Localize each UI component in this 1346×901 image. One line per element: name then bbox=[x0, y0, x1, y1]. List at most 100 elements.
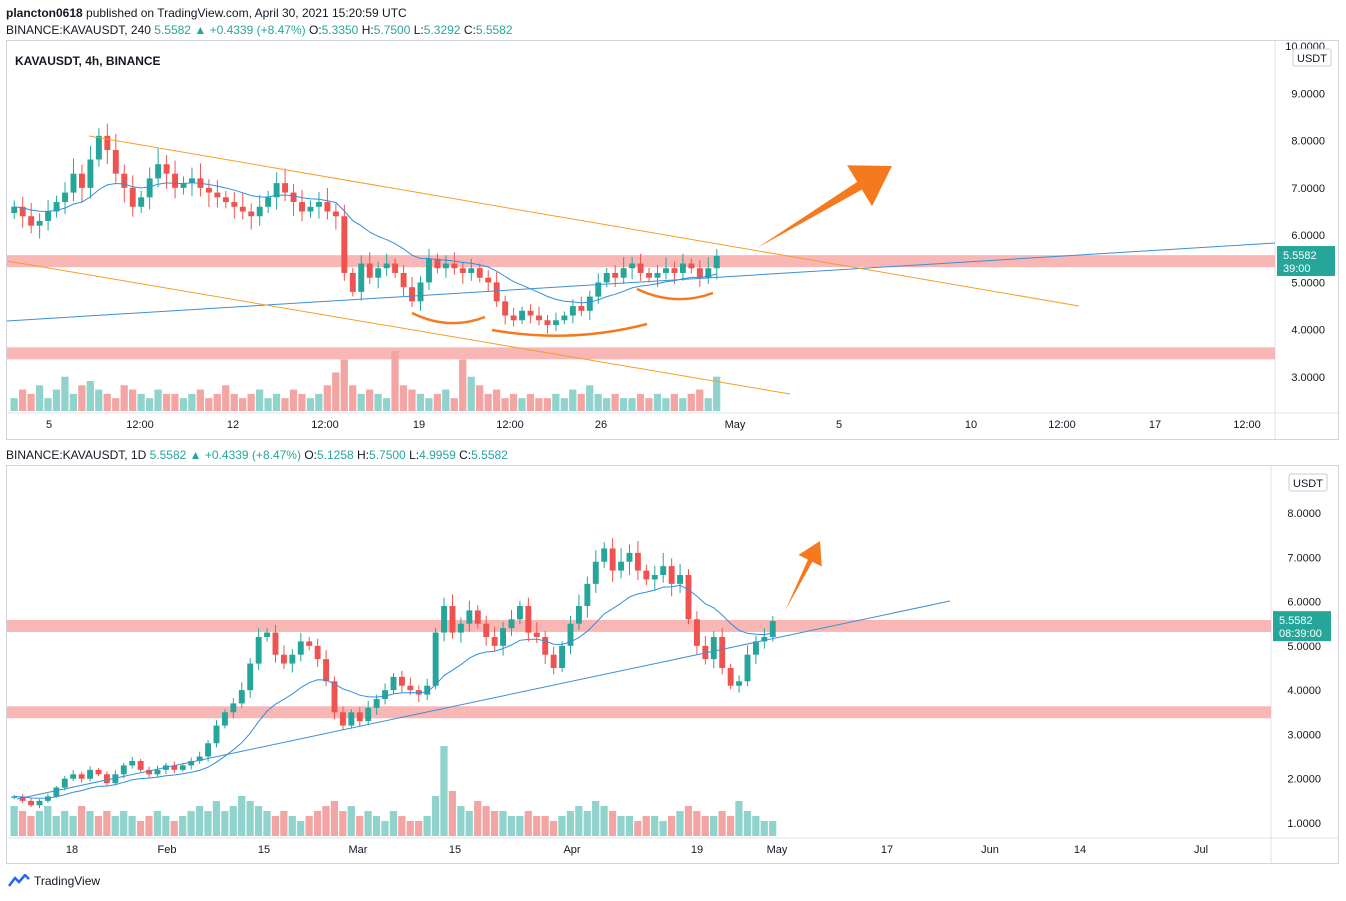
volume-bar bbox=[264, 398, 272, 411]
candle-body bbox=[255, 637, 262, 664]
volume-bar bbox=[255, 389, 264, 411]
volume-bar bbox=[297, 821, 305, 836]
candle-body bbox=[544, 320, 551, 325]
volume-bar bbox=[457, 806, 465, 836]
price-tick-label: 7.0000 bbox=[1287, 552, 1321, 564]
volume-bar bbox=[347, 806, 355, 836]
candle-body bbox=[214, 192, 221, 198]
top-legend-close: 5.5582 bbox=[475, 23, 513, 37]
volume-bar bbox=[120, 385, 128, 411]
candle-body bbox=[104, 135, 111, 151]
tradingview-logo-icon[interactable] bbox=[8, 874, 30, 888]
candle-body bbox=[95, 769, 102, 775]
volume-bar bbox=[230, 393, 238, 411]
volume-bar bbox=[382, 398, 391, 411]
volume-bar bbox=[569, 389, 577, 411]
currency-tag-box bbox=[1292, 48, 1332, 67]
candle-body bbox=[365, 707, 372, 722]
candle-body bbox=[559, 645, 566, 668]
top-legend-o-label: O: bbox=[308, 23, 322, 37]
candle-body bbox=[502, 301, 509, 316]
volume-bar bbox=[195, 806, 204, 836]
top-legend-open: 5.3350 bbox=[321, 23, 359, 37]
candle-body bbox=[44, 796, 51, 801]
rising-trendline bbox=[7, 242, 1276, 322]
candle-body bbox=[618, 561, 625, 571]
volume-bar bbox=[575, 806, 583, 836]
time-tick-label: 26 bbox=[595, 419, 607, 431]
time-tick-label: Mar bbox=[349, 844, 368, 856]
volume-bar bbox=[95, 389, 103, 411]
countdown-label: 08:39:00 bbox=[1279, 628, 1322, 640]
volume-bar bbox=[501, 398, 509, 411]
footer: TradingView bbox=[8, 874, 100, 888]
publisher-name[interactable]: plancton0618 bbox=[6, 6, 83, 20]
candle-body bbox=[179, 765, 186, 770]
volume-bar bbox=[145, 398, 154, 411]
candle-body bbox=[383, 263, 390, 269]
chart-4h-svg[interactable]: 10.00009.00008.00007.00006.00005.00004.0… bbox=[7, 41, 1338, 439]
volume-bar bbox=[516, 816, 524, 836]
volume-bar bbox=[558, 816, 566, 836]
time-tick-label: 19 bbox=[413, 419, 425, 431]
volume-bar bbox=[18, 389, 27, 411]
time-tick-label: 19 bbox=[691, 844, 703, 856]
volume-bar bbox=[535, 398, 543, 411]
time-tick-label: May bbox=[725, 419, 746, 431]
candle-body bbox=[592, 561, 599, 584]
candle-body bbox=[314, 645, 321, 660]
volume-bar bbox=[577, 393, 585, 411]
volume-bar bbox=[187, 811, 195, 836]
candle-body bbox=[299, 202, 305, 212]
time-tick-label: 14 bbox=[1074, 844, 1086, 856]
volume-bar bbox=[27, 816, 35, 836]
volume-bar bbox=[137, 393, 145, 411]
top-legend: BINANCE:KAVAUSDT, 240 5.5582 ▲ +0.4339 (… bbox=[6, 23, 513, 37]
candle-body bbox=[713, 255, 720, 269]
chart-pane-4h[interactable]: 10.0000 9.0000 8.0000 7.0000 6.0000 5.0000 4.0… bbox=[6, 40, 1339, 440]
candle-body bbox=[36, 220, 43, 226]
daily-legend-change: +0.4339 (+8.47%) bbox=[204, 448, 301, 462]
candle-body bbox=[154, 769, 161, 775]
volume-bar bbox=[696, 389, 704, 411]
candle-body bbox=[87, 769, 94, 779]
volume-bar bbox=[713, 376, 721, 411]
volume-bar bbox=[492, 389, 501, 411]
volume-bar bbox=[222, 385, 230, 411]
top-legend-symbol: BINANCE:KAVAUSDT, 240 bbox=[6, 23, 151, 37]
candle-body bbox=[578, 306, 585, 311]
volume-bar bbox=[619, 398, 628, 411]
daily-legend-high: 5.7500 bbox=[369, 448, 406, 462]
candle-body bbox=[247, 663, 254, 691]
volume-bar bbox=[179, 816, 187, 836]
volume-bar bbox=[431, 796, 440, 836]
volume-bar bbox=[254, 806, 263, 836]
candle-body bbox=[685, 575, 692, 620]
last-price-label: 5.5582 bbox=[1279, 615, 1313, 627]
volume-bar bbox=[323, 385, 331, 411]
volume-bar bbox=[77, 806, 86, 836]
candle-body bbox=[358, 263, 365, 292]
candle-body bbox=[307, 206, 314, 212]
price-tick-label: 3.0000 bbox=[1291, 372, 1325, 384]
candle-body bbox=[230, 703, 237, 713]
candle-body bbox=[289, 654, 296, 664]
candle-body bbox=[273, 183, 280, 198]
volume-bar bbox=[129, 389, 137, 411]
volume-bar bbox=[667, 816, 676, 836]
price-tick-label: 2.0000 bbox=[1287, 774, 1321, 786]
pane-title: KAVAUSDT, 4h, BINANCE bbox=[15, 54, 161, 68]
candle-body bbox=[536, 315, 542, 321]
last-price-badge bbox=[1273, 611, 1331, 642]
candle-body bbox=[95, 135, 102, 160]
candle-body bbox=[129, 761, 136, 766]
sr-zone-1 bbox=[7, 347, 1275, 360]
chart-1d-svg[interactable]: 8.0000 7.0000 6.0000 5.0000 4.0000 3.0000 2.00… bbox=[7, 466, 1338, 863]
candle-body bbox=[87, 159, 94, 188]
candle-body bbox=[103, 774, 110, 784]
candle-body bbox=[542, 637, 549, 655]
volume-bar bbox=[679, 398, 687, 411]
footer-brand[interactable]: TradingView bbox=[34, 874, 101, 888]
chart-pane-1d[interactable]: 8.0000 7.0000 6.0000 5.0000 4.0000 3.0000 2.00… bbox=[6, 465, 1339, 864]
volume-bar bbox=[684, 806, 693, 836]
